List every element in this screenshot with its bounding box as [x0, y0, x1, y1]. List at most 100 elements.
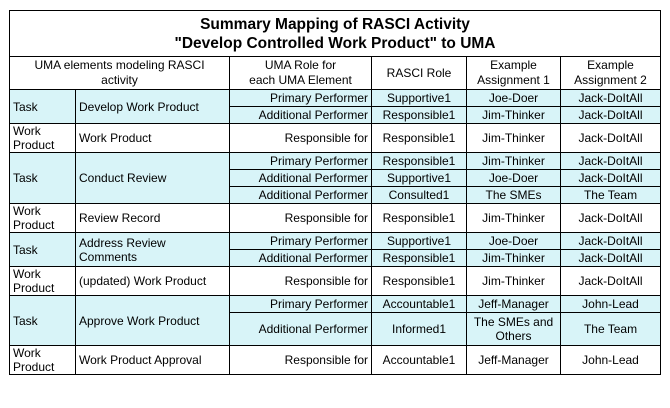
header-example-assignment-2: Example Assignment 2 [559, 56, 662, 90]
header-uma-elements-line-1: UMA elements modeling RASCI [34, 58, 205, 72]
example-assignment-1-cell: Jim-Thinker [466, 203, 561, 233]
header-example-1-line-2: Assignment 1 [477, 73, 550, 87]
uma-role-cell: Additional Performer [229, 106, 372, 124]
example-assignment-1-cell: Jeff-Manager [466, 345, 561, 375]
uma-role-cell: Primary Performer [229, 232, 372, 250]
uma-role-cell: Additional Performer [229, 186, 372, 204]
header-example-1-line-1: Example [490, 58, 537, 72]
header-example-2-line-1: Example [587, 58, 634, 72]
example-assignment-1-cell: Jim-Thinker [466, 249, 561, 267]
element-type-cell: Work Product [9, 266, 76, 296]
table-row: Work Product Work Product Approval Respons… [9, 345, 662, 375]
example-assignment-2-cell: John-Lead [559, 345, 662, 375]
example-assignment-1-cell: Joe-Doer [466, 89, 561, 107]
example-assignment-2-cell: Jack-DoItAll [559, 249, 662, 267]
uma-role-cell: Additional Performer [229, 312, 372, 346]
example-assignment-1-cell: Joe-Doer [466, 169, 561, 187]
example-assignment-1-cell: Jeff-Manager [466, 295, 561, 313]
table-row: Work Product Work Product Responsible for R… [9, 123, 662, 153]
rasci-role-cell: Responsible1 [371, 152, 467, 170]
example-assignment-2-cell: Jack-DoItAll [559, 266, 662, 296]
element-name-cell: Conduct Review [75, 152, 230, 204]
example-assignment-1-cell: Jim-Thinker [466, 266, 561, 296]
element-name-cell: Address Review Comments [75, 232, 230, 267]
rasci-role-cell: Responsible1 [371, 266, 467, 296]
table-row: Task Approve Work Product Primary Performe… [9, 295, 662, 346]
example-assignment-2-cell: The Team [559, 186, 662, 204]
uma-role-cell: Primary Performer [229, 295, 372, 313]
rasci-role-cell: Informed1 [371, 312, 467, 346]
header-uma-role-line-2: each UMA Element [249, 73, 352, 87]
element-type-cell: Task [9, 89, 76, 124]
rasci-role-cell: Supportive1 [371, 89, 467, 107]
header-rasci-role: RASCI Role [371, 56, 467, 90]
example-assignment-1-cell: Jim-Thinker [466, 152, 561, 170]
rasci-mapping-table-container: Summary Mapping of RASCI Activity "Devel… [8, 10, 662, 375]
uma-role-cell: Additional Performer [229, 249, 372, 267]
rasci-role-cell: Consulted1 [371, 186, 467, 204]
example-assignment-2-cell: The Team [559, 312, 662, 346]
uma-role-cell: Responsible for [229, 203, 372, 233]
rasci-role-cell: Responsible1 [371, 249, 467, 267]
table-row: Work Product Review Record Responsible for… [9, 203, 662, 233]
header-uma-elements-line-2: activity [101, 73, 138, 87]
table-row: Work Product (updated) Work Product Respon… [9, 266, 662, 296]
rasci-role-cell: Responsible1 [371, 123, 467, 153]
example-assignment-2-cell: Jack-DoItAll [559, 123, 662, 153]
table-row: Additional Performer Responsible1 Jim-Thin… [10, 249, 662, 267]
element-name-cell: Develop Work Product [75, 89, 230, 124]
table-row: Task Address Review Comments Primary Perfo… [9, 232, 662, 267]
rasci-role-cell: Supportive1 [371, 232, 467, 250]
element-name-cell: Work Product Approval [75, 345, 230, 375]
rasci-role-cell: Responsible1 [371, 106, 467, 124]
example-assignment-1-cell: Joe-Doer [466, 232, 561, 250]
uma-role-cell: Responsible for [229, 345, 372, 375]
table-row: Task Develop Work Product Primary Performe… [9, 89, 662, 124]
example-assignment-1-cell: Jim-Thinker [466, 106, 561, 124]
example-assignment-2-cell: Jack-DoItAll [559, 106, 662, 124]
header-example-assignment-1: Example Assignment 1 [466, 56, 561, 90]
table-title-line-2: "Develop Controlled Work Product" to UMA [174, 35, 496, 52]
element-type-cell: Work Product [9, 345, 76, 375]
table-row: Task Conduct Review Primary Performer Respo… [9, 152, 662, 204]
element-type-cell: Task [9, 232, 76, 267]
element-name-cell: Work Product [75, 123, 230, 153]
table-title-row: Summary Mapping of RASCI Activity "Devel… [8, 10, 662, 57]
uma-role-cell: Responsible for [229, 266, 372, 296]
uma-role-cell: Primary Performer [229, 152, 372, 170]
element-type-cell: Work Product [9, 123, 76, 153]
element-name-cell: Review Record [75, 203, 230, 233]
uma-role-cell: Primary Performer [229, 89, 372, 107]
element-type-cell: Work Product [9, 203, 76, 233]
table-title-line-1: Summary Mapping of RASCI Activity [200, 16, 470, 33]
table-title: Summary Mapping of RASCI Activity "Devel… [8, 10, 662, 57]
element-type-cell: Task [9, 152, 76, 204]
rasci-mapping-table: Summary Mapping of RASCI Activity "Devel… [8, 10, 662, 375]
example-assignment-2-cell: John-Lead [559, 295, 662, 313]
element-name-cell: (updated) Work Product [75, 266, 230, 296]
rasci-role-cell: Supportive1 [371, 169, 467, 187]
rasci-role-cell: Accountable1 [371, 345, 467, 375]
header-example-2-line-2: Assignment 2 [574, 73, 647, 87]
example-assignment-1-cell: Jim-Thinker [466, 123, 561, 153]
header-uma-role-line-1: UMA Role for [264, 58, 337, 72]
uma-role-cell: Responsible for [229, 123, 372, 153]
example-assignment-2-cell: Jack-DoItAll [559, 89, 662, 107]
uma-role-cell: Additional Performer [229, 169, 372, 187]
table-row: Additional Performer Consulted1 The SMEs Th… [10, 186, 662, 204]
header-uma-elements: UMA elements modeling RASCI activity [9, 56, 230, 90]
table-body: Task Develop Work Product Primary Performe… [9, 89, 662, 375]
table-header-row: UMA elements modeling RASCI activity UMA… [9, 56, 662, 90]
example-assignment-2-cell: Jack-DoItAll [559, 232, 662, 250]
rasci-role-cell: Accountable1 [371, 295, 467, 313]
element-type-cell: Task [9, 295, 76, 346]
example-assignment-1-cell: The SMEs and Others [466, 312, 561, 346]
example-assignment-2-cell: Jack-DoItAll [559, 203, 662, 233]
header-uma-role: UMA Role for each UMA Element [229, 56, 372, 90]
example-assignment-2-cell: Jack-DoItAll [559, 169, 662, 187]
example-assignment-1-cell: The SMEs [466, 186, 561, 204]
rasci-role-cell: Responsible1 [371, 203, 467, 233]
table-row: Additional Performer Responsible1 Jim-Thin… [10, 106, 662, 124]
example-assignment-2-cell: Jack-DoItAll [559, 152, 662, 170]
element-name-cell: Approve Work Product [75, 295, 230, 346]
